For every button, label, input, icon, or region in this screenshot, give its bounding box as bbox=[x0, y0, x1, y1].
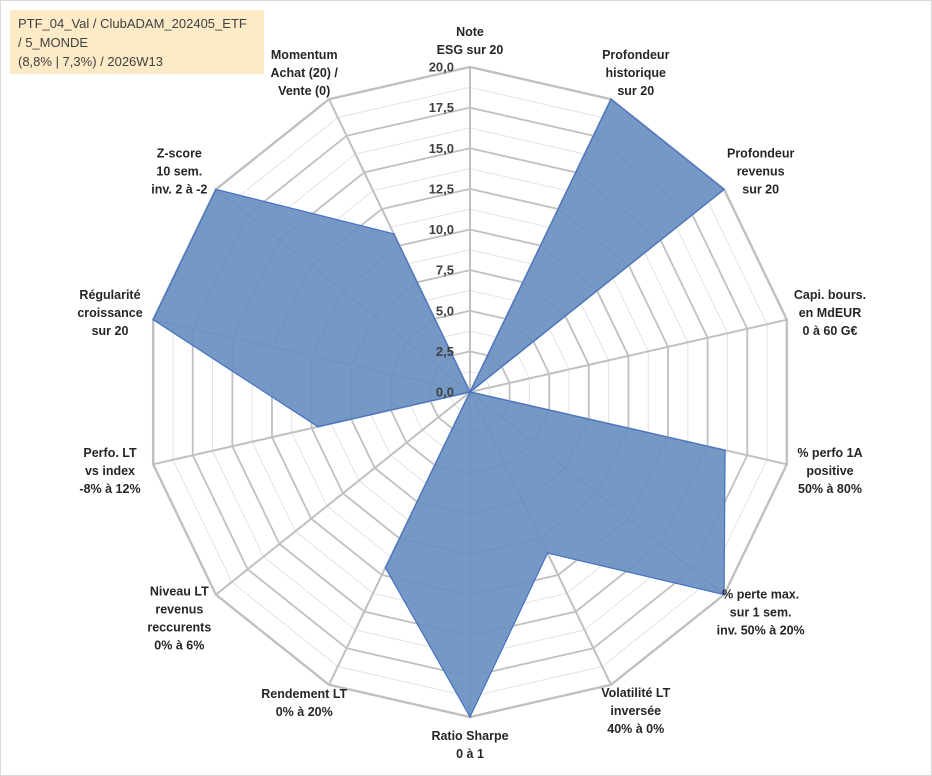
chart-title-line-1: PTF_04_Val / ClubADAM_202405_ETF bbox=[18, 16, 247, 31]
axis-label-line: Momentum bbox=[271, 48, 338, 62]
tick-label: 12,5 bbox=[429, 181, 454, 196]
axis-label: Perfo. LT vs index -8% à 12% bbox=[79, 446, 140, 496]
axis-label-line: Volatilité LT bbox=[601, 686, 670, 700]
axis-label-line: 0 à 1 bbox=[456, 747, 484, 761]
axis-label-line: Profondeur bbox=[602, 48, 669, 62]
axis-label-line: positive bbox=[806, 464, 853, 478]
axis-label-line: vs index bbox=[85, 464, 135, 478]
axis-labels: Note ESG sur 20 Profondeur historique sur 20… bbox=[77, 25, 866, 761]
data-point bbox=[723, 188, 725, 191]
data-point bbox=[152, 318, 154, 321]
axis-label-line: reccurents bbox=[147, 620, 211, 634]
data-point bbox=[724, 449, 726, 452]
series-layer bbox=[152, 98, 726, 719]
tick-label: 7,5 bbox=[436, 263, 454, 278]
tick-label: 20,0 bbox=[429, 60, 454, 75]
axis-label: Niveau LT revenus reccurents 0% à 6% bbox=[147, 584, 211, 652]
axis-label: % perfo 1A positive 50% à 80% bbox=[797, 446, 862, 496]
axis-label-line: Capi. bours. bbox=[794, 288, 866, 302]
data-point bbox=[393, 233, 395, 235]
data-point bbox=[610, 98, 612, 100]
data-point bbox=[215, 188, 217, 191]
axis-label-line: 0% à 20% bbox=[276, 705, 333, 719]
tick-label: 5,0 bbox=[436, 303, 454, 318]
axis-label-line: inversée bbox=[610, 704, 661, 718]
data-point bbox=[469, 716, 471, 718]
axis-label: Ratio Sharpe 0 à 1 bbox=[431, 729, 508, 761]
axis-label: Note ESG sur 20 bbox=[437, 25, 504, 57]
axis-label-line: Régularité bbox=[79, 288, 140, 302]
axis-label-line: Perfo. LT bbox=[83, 446, 137, 460]
axis-label-line: 10 sem. bbox=[156, 164, 202, 178]
axis-spoke bbox=[469, 318, 788, 393]
axis-label: Régularité croissance sur 20 bbox=[77, 288, 142, 338]
axis-label: Volatilité LT inversée 40% à 0% bbox=[601, 686, 670, 736]
tick-label: 15,0 bbox=[429, 141, 454, 156]
tick-labels: 0,0 2,5 5,0 7,5 10,0 12,5 15,0 17,5 20,0 bbox=[429, 60, 454, 400]
axis-label-line: % perte max. bbox=[722, 588, 799, 602]
axis-label-line: inv. 2 à -2 bbox=[151, 182, 207, 196]
data-point bbox=[317, 425, 319, 428]
axis-label-line: Z-score bbox=[157, 146, 202, 160]
axis-label-line: revenus bbox=[737, 164, 785, 178]
axis-label-line: en MdEUR bbox=[799, 306, 862, 320]
axis-spoke bbox=[215, 391, 471, 596]
axis-label-line: historique bbox=[606, 66, 666, 80]
axis-label-line: Achat (20) / bbox=[271, 66, 339, 80]
data-point bbox=[469, 391, 471, 393]
axis-label: Z-score 10 sem. inv. 2 à -2 bbox=[151, 146, 207, 196]
axis-label-line: ESG sur 20 bbox=[437, 43, 504, 57]
axis-label: Rendement LT 0% à 20% bbox=[261, 687, 347, 719]
data-point bbox=[723, 593, 725, 596]
axis-label-line: 50% à 80% bbox=[798, 482, 862, 496]
axis-label: Capi. bours. en MdEUR 0 à 60 G€ bbox=[794, 288, 866, 338]
axis-label-line: 0% à 6% bbox=[154, 638, 204, 652]
axis-label: Momentum Achat (20) / Vente (0) bbox=[271, 48, 339, 98]
axis-label-line: revenus bbox=[155, 602, 203, 616]
axis-label-line: inv. 50% à 20% bbox=[717, 624, 805, 638]
axis-label-line: % perfo 1A bbox=[797, 446, 862, 460]
axis-label: Profondeur historique sur 20 bbox=[602, 48, 669, 98]
chart-title-line-3: (8,8% | 7,3%) / 2026W13 bbox=[18, 54, 164, 69]
axis-label-line: Vente (0) bbox=[278, 84, 330, 98]
axis-label-line: Profondeur bbox=[727, 146, 794, 160]
axis-label-line: croissance bbox=[77, 306, 142, 320]
axis-label-line: Rendement LT bbox=[261, 687, 347, 701]
axis-label-line: sur 20 bbox=[742, 182, 779, 196]
axis-label: Profondeur revenus sur 20 bbox=[727, 146, 794, 196]
chart-title-box: PTF_04_Val / ClubADAM_202405_ETF / 5_MON… bbox=[10, 10, 264, 74]
tick-label: 2,5 bbox=[436, 344, 454, 359]
axis-label-line: Niveau LT bbox=[150, 584, 209, 598]
axis-label-line: sur 1 sem. bbox=[730, 606, 792, 620]
tick-label: 10,0 bbox=[429, 222, 454, 237]
axis-label-line: sur 20 bbox=[617, 84, 654, 98]
axis-label-line: Ratio Sharpe bbox=[431, 729, 508, 743]
chart-title-line-2: / 5_MONDE bbox=[18, 35, 89, 50]
data-point bbox=[384, 566, 387, 569]
axis-label-line: -8% à 12% bbox=[79, 482, 140, 496]
axis-label-line: 0 à 60 G€ bbox=[803, 324, 858, 338]
tick-label: 0,0 bbox=[436, 385, 454, 400]
axis-label-line: 40% à 0% bbox=[607, 722, 664, 736]
axis-label-line: Note bbox=[456, 25, 484, 39]
tick-label: 17,5 bbox=[429, 100, 454, 115]
axis-label: % perte max. sur 1 sem. inv. 50% à 20% bbox=[717, 588, 805, 638]
data-point bbox=[546, 552, 549, 554]
axis-label-line: sur 20 bbox=[92, 324, 129, 338]
